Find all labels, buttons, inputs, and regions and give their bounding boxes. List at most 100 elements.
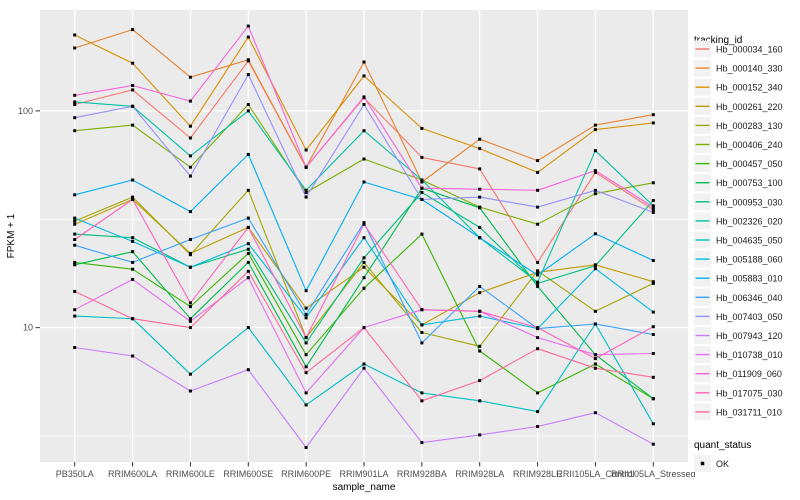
- data-point: [362, 74, 366, 78]
- data-point: [536, 425, 540, 428]
- legend-item: Hb_031711_010: [694, 403, 782, 421]
- data-point: [188, 210, 192, 214]
- data-point: [420, 399, 424, 403]
- data-point: [478, 225, 482, 229]
- x-tick-label: RRIM901LA: [339, 469, 388, 479]
- data-point: [593, 309, 597, 313]
- data-point: [651, 397, 655, 401]
- data-point: [73, 93, 77, 97]
- data-point: [188, 238, 192, 241]
- data-point: [188, 154, 192, 158]
- data-point: [478, 236, 482, 240]
- data-point: [188, 99, 192, 103]
- data-point: [593, 149, 597, 153]
- data-point: [362, 260, 366, 264]
- legend2-item: OK: [694, 455, 729, 472]
- x-tick-label: RRII105LA_Control: [556, 469, 634, 479]
- data-point: [246, 109, 250, 113]
- y-axis-tick-labels: 10 100: [18, 106, 33, 333]
- data-point: [651, 280, 655, 284]
- data-point: [478, 309, 482, 313]
- data-point: [651, 205, 655, 209]
- legend-item: Hb_000261_220: [694, 97, 783, 115]
- data-point: [131, 88, 135, 92]
- data-point: [651, 422, 655, 426]
- x-tick-label: RRIM928BA: [397, 469, 447, 479]
- data-point: [362, 236, 366, 240]
- data-point: [651, 208, 655, 212]
- data-point: [651, 199, 655, 202]
- legend-item-label: Hb_005188_060: [716, 255, 783, 265]
- data-point: [131, 84, 135, 87]
- data-point: [536, 326, 540, 330]
- data-point: [73, 260, 77, 264]
- data-point: [131, 277, 135, 281]
- x-tick-label: RRIM928LE: [513, 469, 562, 479]
- legend-item: Hb_010738_010: [694, 346, 783, 364]
- data-point: [188, 136, 192, 140]
- data-point: [593, 188, 597, 192]
- data-point: [536, 391, 540, 395]
- x-tick-label: RRII105LA_Stressed: [611, 469, 696, 479]
- data-point: [73, 263, 77, 267]
- legend-item: Hb_000406_240: [694, 136, 783, 153]
- data-point: [536, 410, 540, 414]
- data-point: [188, 389, 192, 393]
- data-point: [651, 325, 655, 329]
- data-point: [246, 216, 250, 220]
- data-point: [593, 123, 597, 127]
- data-point: [73, 346, 77, 349]
- legend-item: Hb_007943_120: [694, 327, 783, 344]
- legend-item-label: Hb_006346_040: [716, 293, 783, 303]
- legend-item-label: Hb_010738_010: [716, 350, 783, 360]
- data-point: [536, 347, 540, 351]
- data-point: [593, 264, 597, 268]
- data-point: [362, 326, 366, 330]
- data-point: [73, 289, 77, 293]
- legend-item: Hb_005883_010: [694, 269, 783, 287]
- data-point: [536, 284, 540, 288]
- data-point: [131, 61, 135, 65]
- data-point: [362, 222, 366, 226]
- data-point: [246, 103, 250, 106]
- x-axis-tick-labels: PB350LA RRIM600LA RRIM600LE RRIM600SE RRIM60…: [56, 469, 696, 479]
- data-point: [651, 352, 655, 355]
- data-point: [246, 225, 250, 229]
- data-point: [593, 267, 597, 271]
- data-point: [246, 35, 250, 39]
- data-point: [304, 316, 308, 320]
- data-point: [304, 403, 308, 407]
- data-point: [131, 260, 135, 264]
- data-point: [304, 165, 308, 169]
- data-point: [188, 253, 192, 257]
- data-point: [73, 193, 77, 197]
- data-point: [362, 129, 366, 133]
- legend-item-label: Hb_007403_050: [716, 312, 783, 322]
- data-point: [188, 372, 192, 376]
- data-point: [188, 317, 192, 321]
- data-point: [362, 157, 366, 161]
- legend-item-label: Hb_002326_020: [716, 216, 783, 226]
- data-point: [73, 100, 77, 104]
- data-point: [362, 366, 366, 370]
- x-tick-label: RRIM928LA: [455, 469, 504, 479]
- data-point: [246, 269, 250, 273]
- data-point: [478, 187, 482, 191]
- data-point: [651, 259, 655, 262]
- data-point: [420, 331, 424, 334]
- data-point: [420, 341, 424, 345]
- data-point: [304, 365, 308, 369]
- legend2-items: OK: [694, 455, 729, 472]
- data-point: [478, 291, 482, 295]
- data-point: [536, 273, 540, 277]
- y-tick-label: 10: [23, 323, 33, 333]
- data-point: [131, 239, 135, 243]
- data-point: [188, 75, 192, 79]
- data-point: [593, 128, 597, 132]
- data-point: [304, 371, 308, 375]
- data-point: [362, 265, 366, 269]
- data-point: [362, 103, 366, 106]
- legend-item-label: Hb_000261_220: [716, 102, 783, 112]
- data-point: [420, 198, 424, 201]
